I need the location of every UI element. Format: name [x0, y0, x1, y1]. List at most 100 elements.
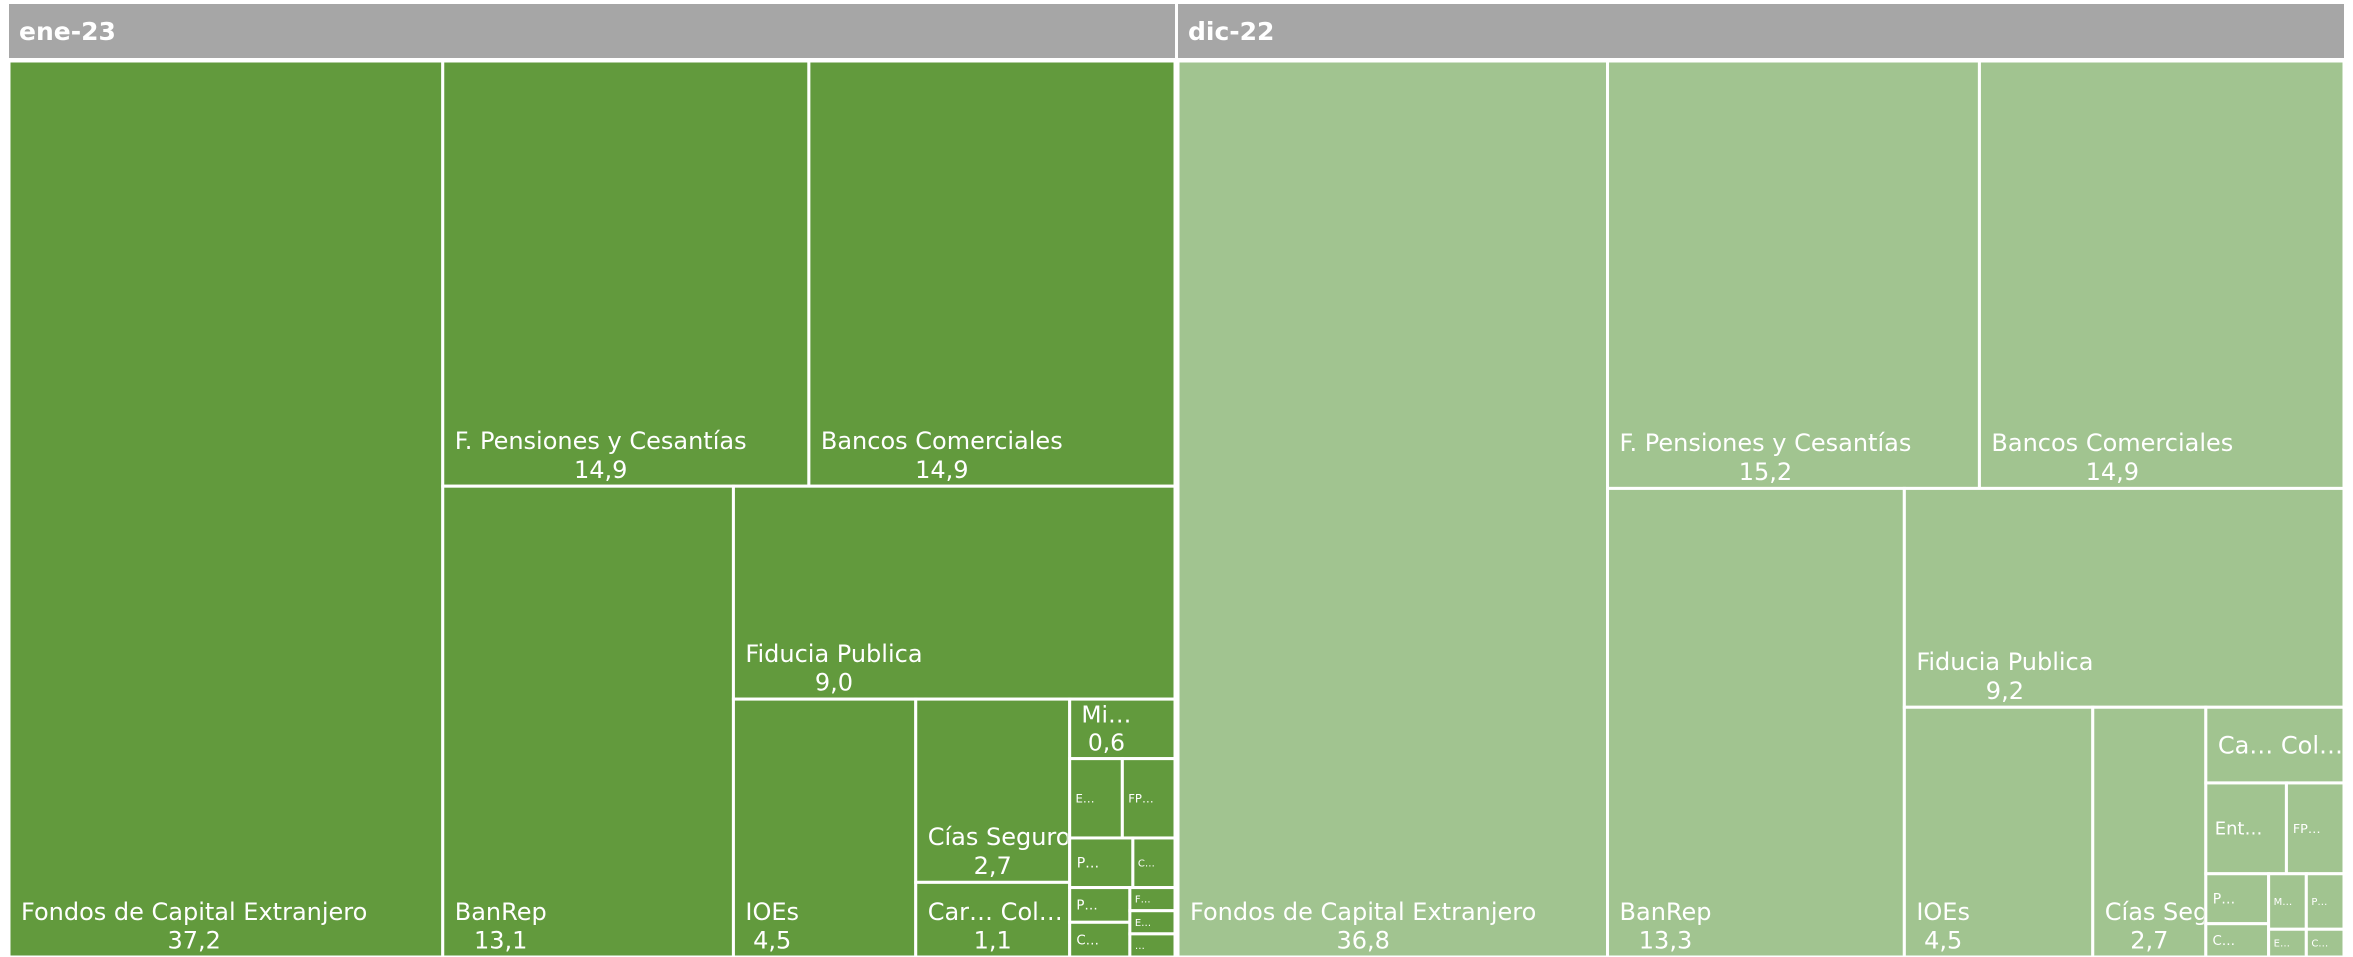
tile: [1902, 486, 2346, 709]
group-header: [1178, 4, 2344, 58]
tile-label: P…: [2311, 897, 2327, 908]
tile: [2204, 705, 2346, 785]
tile-label: Fondos de Capital Extranjero: [21, 898, 367, 926]
tile: [1068, 836, 1135, 890]
tile-label-group: C…: [2311, 939, 2328, 950]
tile-label: C…: [1138, 858, 1155, 869]
tile-label: F. Pensiones y Cesantías: [1620, 429, 1912, 457]
tile: [731, 484, 1177, 701]
tile: [1606, 486, 1906, 957]
tile-label-group: P…: [2311, 897, 2327, 908]
tile-label-group: Mi…0,6: [1081, 700, 1131, 756]
tile: [807, 59, 1177, 488]
tile: [441, 484, 735, 957]
tile-value-label: 1,1: [974, 927, 1012, 955]
tile-label-group: E…: [1076, 791, 1095, 805]
tile-label-group: M…: [2274, 897, 2293, 908]
tile-label: F…: [1135, 895, 1151, 906]
tile-value-label: 0,6: [1088, 728, 1125, 756]
tile-label: Ent…: [2215, 819, 2263, 840]
tile: [441, 59, 811, 488]
tile-value-label: 2,7: [2130, 927, 2168, 955]
tile: [914, 880, 1072, 957]
tile: [1977, 59, 2346, 490]
tile-label: FP…: [2293, 822, 2321, 837]
tile: [914, 697, 1072, 884]
tile-label-group: C…: [2212, 934, 2235, 949]
tile-label: Fondos de Capital Extranjero: [1190, 898, 1536, 926]
tile-value-label: 2,7: [974, 852, 1012, 880]
tile: [2204, 781, 2288, 876]
tile-label: Cías Seguros y Capitalizacio…: [2105, 898, 2353, 926]
tile-label: E…: [1135, 918, 1151, 929]
tile-value-label: 14,9: [2086, 458, 2139, 486]
tile-label-group: P…: [1076, 899, 1097, 914]
tile-label: BanRep: [455, 898, 547, 926]
tile-label-group: P…: [1077, 856, 1100, 872]
tile-value-label: 4,5: [753, 927, 791, 955]
tile-label: Ca… Col… y F. Ad…: [2218, 731, 2353, 759]
tile: [1120, 757, 1177, 840]
tile-label: P…: [2213, 892, 2235, 908]
tile-label: F. Pensiones y Cesantías: [455, 427, 747, 455]
tile: [1902, 705, 2095, 957]
tile-label: P…: [1077, 856, 1100, 872]
tile: [1176, 59, 1610, 957]
tile-label: FP…: [1128, 791, 1153, 805]
tile-label-group: …: [1135, 941, 1145, 952]
tile-label-group: P…: [2213, 892, 2235, 908]
tile-label: Fiducia Publica: [745, 640, 922, 668]
tile-label: Mi…: [1081, 700, 1131, 728]
tile-label: Bancos Comerciales: [1991, 429, 2233, 457]
tile: [2204, 872, 2271, 926]
tile: [2284, 781, 2346, 876]
tile-label: Fiducia Publica: [1916, 648, 2093, 676]
tile: [7, 59, 445, 957]
tile-label-group: Car… Col… y F. Ad…1,1: [928, 898, 1173, 955]
tile-label-group: Cías Seguros y Capitalizaci…2,7: [928, 823, 1275, 880]
tile-label-group: C…: [1076, 933, 1099, 948]
group-title: ene-23: [19, 17, 116, 46]
tile-label-group: FP…: [1128, 791, 1153, 805]
group-header: [9, 4, 1175, 58]
tile-label: C…: [1076, 933, 1099, 948]
tile-label: Cías Seguros y Capitalizaci…: [928, 823, 1275, 851]
tile-value-label: 15,2: [1739, 458, 1792, 486]
tile-label-group: Cías Seguros y Capitalizacio…2,7: [2105, 898, 2353, 955]
group-title: dic-22: [1188, 17, 1274, 46]
tile-value-label: 13,3: [1639, 927, 1692, 955]
tile-label-group: Ca… Col… y F. Ad…: [2218, 731, 2353, 759]
tile-label: …: [1135, 941, 1145, 952]
tile-label-group: C…: [1138, 858, 1155, 869]
tile-label: E…: [1076, 791, 1095, 805]
tile-label: C…: [2212, 934, 2235, 949]
tile-value-label: 9,0: [815, 669, 853, 697]
tile-value-label: 9,2: [1986, 677, 2024, 705]
tile-label-group: F…: [1135, 895, 1151, 906]
tile-label: IOEs: [745, 898, 799, 926]
tile-label: E…: [2274, 939, 2290, 950]
tile-label-group: E…: [2274, 939, 2290, 950]
tile-value-label: 14,9: [915, 456, 968, 484]
tile-label: Car… Col… y F. Ad…: [928, 898, 1173, 926]
tile-label-group: FP…: [2293, 822, 2321, 837]
tile-label: Bancos Comerciales: [821, 427, 1063, 455]
tile-label: IOEs: [1916, 898, 1970, 926]
tile-value-label: 36,8: [1336, 927, 1389, 955]
tile-value-label: 14,9: [574, 456, 627, 484]
tile-label: C…: [2311, 939, 2328, 950]
